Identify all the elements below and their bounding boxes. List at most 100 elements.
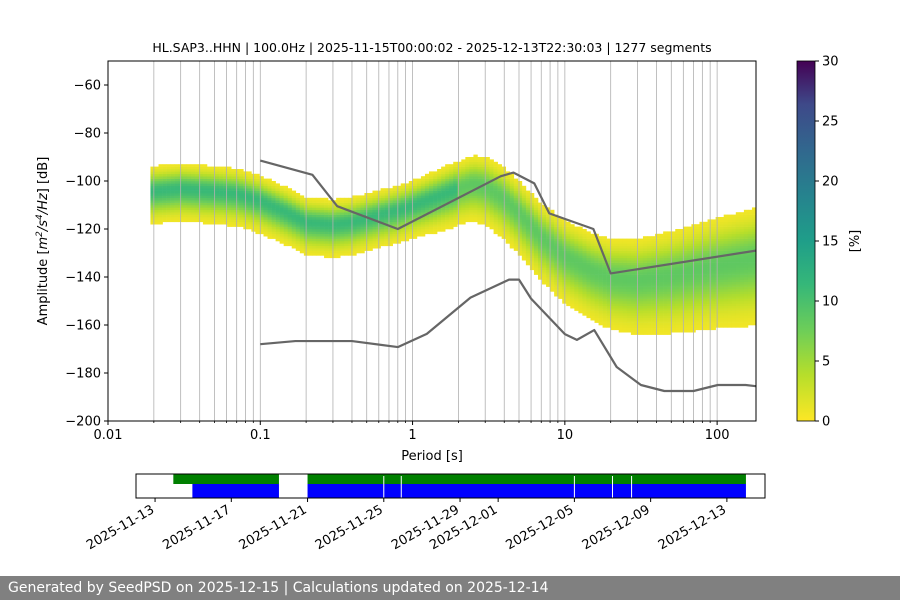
heatmap-cell bbox=[291, 193, 297, 196]
heatmap-cell bbox=[400, 217, 406, 220]
heatmap-cell bbox=[477, 181, 482, 184]
heatmap-cell bbox=[723, 305, 729, 309]
heatmap-cell bbox=[606, 257, 611, 261]
heatmap-cell bbox=[485, 195, 490, 199]
heatmap-cell bbox=[630, 308, 636, 311]
heatmap-cell bbox=[610, 262, 616, 266]
heatmap-cell bbox=[715, 279, 720, 283]
heatmap-cell bbox=[279, 205, 284, 208]
heatmap-cell bbox=[715, 272, 720, 275]
heatmap-cell bbox=[586, 281, 591, 285]
heatmap-cell bbox=[477, 212, 482, 215]
heatmap-cell bbox=[485, 217, 490, 220]
heatmap-cell bbox=[202, 193, 208, 196]
heatmap-cell bbox=[614, 303, 620, 307]
heatmap-cell bbox=[497, 164, 502, 167]
heatmap-cell bbox=[707, 248, 712, 251]
heatmap-cell bbox=[586, 286, 591, 290]
heatmap-cell bbox=[707, 269, 712, 273]
heatmap-cell bbox=[162, 200, 167, 203]
heatmap-cell bbox=[586, 260, 591, 263]
heatmap-cell bbox=[295, 209, 301, 213]
heatmap-cell bbox=[400, 214, 406, 218]
heatmap-cell bbox=[271, 207, 276, 211]
heatmap-cell bbox=[743, 253, 749, 256]
heatmap-cell bbox=[291, 207, 297, 211]
heatmap-cell bbox=[554, 221, 559, 225]
heatmap-cell bbox=[202, 171, 208, 175]
heatmap-cell bbox=[590, 281, 595, 285]
heatmap-cell bbox=[477, 188, 482, 191]
heatmap-cell bbox=[433, 202, 438, 206]
heatmap-cell bbox=[315, 212, 321, 215]
heatmap-cell bbox=[348, 219, 353, 223]
heatmap-cell bbox=[626, 308, 632, 311]
heatmap-cell bbox=[550, 269, 555, 273]
heatmap-cell bbox=[671, 233, 676, 237]
heatmap-cell bbox=[647, 284, 652, 287]
heatmap-cell bbox=[360, 200, 365, 203]
heatmap-cell bbox=[485, 221, 490, 225]
heatmap-cell bbox=[715, 243, 720, 247]
x-axis: 0.01 0.1 1 10 100 bbox=[94, 421, 730, 443]
heatmap-cell bbox=[311, 226, 317, 230]
heatmap-cell bbox=[525, 217, 531, 220]
heatmap-cell bbox=[586, 303, 591, 307]
heatmap-cell bbox=[679, 279, 684, 283]
heatmap-cell bbox=[578, 308, 583, 311]
heatmap-cell bbox=[727, 284, 733, 287]
heatmap-cell bbox=[332, 229, 337, 232]
colorbar-tick-label: 25 bbox=[822, 115, 839, 130]
heatmap-cell bbox=[219, 212, 224, 215]
heatmap-cell bbox=[509, 188, 515, 191]
heatmap-cell bbox=[578, 305, 583, 309]
heatmap-cell bbox=[384, 197, 389, 201]
heatmap-cell bbox=[638, 257, 644, 261]
heatmap-cell bbox=[683, 279, 688, 283]
heatmap-cell bbox=[675, 298, 680, 302]
heatmap-cell bbox=[477, 195, 482, 199]
heatmap-cell bbox=[388, 231, 393, 235]
heatmap-cell bbox=[299, 221, 305, 225]
heatmap-cell bbox=[392, 229, 398, 232]
heatmap-cell bbox=[703, 293, 708, 297]
heatmap-cell bbox=[384, 205, 389, 208]
heatmap-cell bbox=[211, 195, 216, 199]
heatmap-cell bbox=[449, 190, 454, 194]
heatmap-cell bbox=[182, 214, 188, 218]
heatmap-cell bbox=[307, 236, 313, 239]
heatmap-cell bbox=[675, 308, 680, 311]
heatmap-cell bbox=[566, 277, 571, 280]
heatmap-cell bbox=[202, 181, 208, 184]
heatmap-cell bbox=[182, 217, 188, 220]
heatmap-cell bbox=[150, 169, 155, 172]
heatmap-cell bbox=[647, 289, 652, 292]
heatmap-cell bbox=[723, 279, 729, 283]
heatmap-cell bbox=[473, 219, 478, 223]
heatmap-cell bbox=[590, 248, 595, 251]
heatmap-cell bbox=[505, 193, 511, 196]
heatmap-cell bbox=[174, 209, 180, 213]
heatmap-cell bbox=[299, 205, 305, 208]
heatmap-cell bbox=[473, 190, 478, 194]
heatmap-cell bbox=[739, 226, 745, 230]
heatmap-cell bbox=[328, 205, 333, 208]
heatmap-cell bbox=[453, 214, 458, 218]
heatmap-cell bbox=[445, 219, 450, 223]
heatmap-cell bbox=[647, 257, 652, 261]
heatmap-cell bbox=[626, 305, 632, 309]
heatmap-cell bbox=[529, 248, 535, 251]
heatmap-cell bbox=[711, 262, 716, 266]
heatmap-cell bbox=[194, 171, 200, 175]
heatmap-cell bbox=[404, 214, 410, 218]
heatmap-cell bbox=[598, 267, 603, 271]
heatmap-cell bbox=[566, 229, 571, 232]
heatmap-cell bbox=[570, 238, 575, 242]
heatmap-cell bbox=[626, 248, 632, 251]
heatmap-cell bbox=[626, 265, 632, 268]
heatmap-cell bbox=[170, 212, 175, 215]
heatmap-cell bbox=[368, 214, 373, 218]
heatmap-cell bbox=[594, 272, 599, 275]
heatmap-cell bbox=[461, 166, 466, 170]
heatmap-cell bbox=[154, 205, 159, 208]
